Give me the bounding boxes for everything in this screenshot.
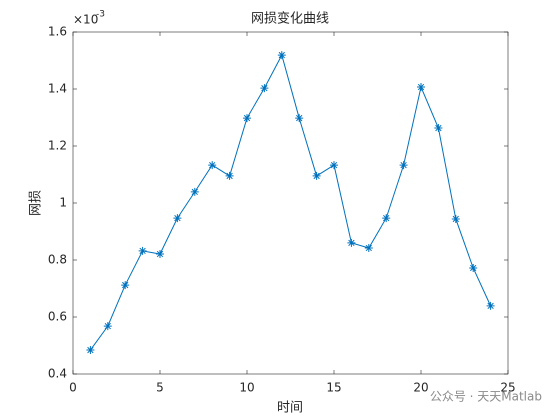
data-marker xyxy=(86,346,95,355)
data-marker xyxy=(347,238,356,247)
data-marker xyxy=(295,114,304,123)
x-tick-label: 0 xyxy=(69,381,77,395)
plot-area xyxy=(72,31,509,375)
data-marker xyxy=(312,171,321,180)
watermark: 公众号 · 天天Matlab xyxy=(430,390,542,404)
y-exponent: -3 xyxy=(96,10,105,20)
y-tick-label: 0.6 xyxy=(48,310,67,324)
y-tick-label: 1.2 xyxy=(48,139,67,153)
y-tick-label: 0.4 xyxy=(48,367,67,381)
data-marker xyxy=(330,161,338,170)
data-marker xyxy=(190,187,199,196)
data-marker xyxy=(277,51,286,60)
x-tick-label: 25 xyxy=(500,381,515,395)
data-marker xyxy=(121,281,130,290)
data-marker xyxy=(486,301,495,310)
chart-title: 网损变化曲线 xyxy=(251,11,329,27)
x-axis-label: 时间 xyxy=(277,401,303,416)
x-tick-label: 20 xyxy=(413,381,428,395)
data-marker xyxy=(225,171,234,180)
data-line xyxy=(89,53,492,351)
data-marker xyxy=(208,161,217,170)
y-axis-label: 网损 xyxy=(29,190,44,216)
data-marker xyxy=(417,83,425,92)
data-marker xyxy=(260,84,269,93)
y-tick-label: 0.8 xyxy=(48,253,67,267)
y-tick-label: 1.4 xyxy=(48,82,67,96)
data-marker xyxy=(243,114,251,123)
y-tick-label: 1 xyxy=(59,196,67,210)
y-tick-label: 1.6 xyxy=(48,25,67,39)
x-tick-label: 10 xyxy=(239,381,254,395)
x-tick-label: 5 xyxy=(156,381,164,395)
data-marker xyxy=(156,250,164,259)
data-marker xyxy=(103,322,112,331)
data-marker xyxy=(382,214,391,223)
x-tick-label: 15 xyxy=(326,381,341,395)
data-marker xyxy=(364,244,373,253)
data-marker xyxy=(434,124,443,133)
data-marker xyxy=(173,214,182,223)
y-exponent-base: ×10 xyxy=(73,13,98,27)
data-marker xyxy=(399,161,408,170)
data-marker xyxy=(138,246,147,255)
data-marker xyxy=(451,214,460,223)
data-marker xyxy=(469,263,478,272)
